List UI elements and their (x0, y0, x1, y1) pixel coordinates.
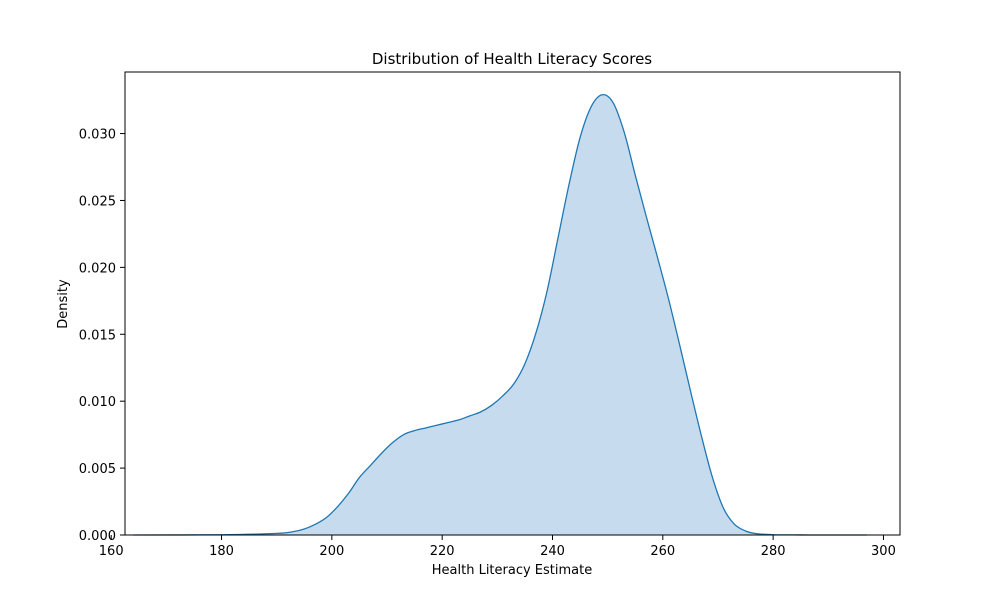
x-axis-ticks: 160 180 200 220 240 260 280 300 (99, 535, 896, 559)
x-axis-label: Health Literacy Estimate (432, 563, 592, 578)
y-tick-label: 0.015 (79, 328, 116, 343)
x-tick-label: 260 (650, 544, 675, 559)
x-tick-label: 160 (99, 544, 124, 559)
plot-area (133, 93, 867, 536)
y-tick-label: 0.020 (79, 261, 116, 276)
x-tick-label: 200 (319, 544, 344, 559)
y-tick-label: 0.025 (79, 194, 116, 209)
y-tick-label: 0.000 (79, 529, 116, 544)
y-tick-label: 0.030 (79, 128, 116, 143)
y-tick-label: 0.005 (79, 462, 116, 477)
x-tick-label: 240 (540, 544, 565, 559)
x-tick-label: 220 (430, 544, 455, 559)
chart-title: Distribution of Health Literacy Scores (372, 50, 652, 68)
density-curve-line (133, 93, 867, 536)
x-tick-label: 280 (761, 544, 786, 559)
y-tick-label: 0.010 (79, 395, 116, 410)
y-axis-ticks: 0.000 0.005 0.010 0.015 0.020 0.025 0.030 (79, 128, 125, 544)
x-tick-label: 300 (871, 544, 896, 559)
density-area-fill (133, 94, 867, 536)
axes-frame (124, 71, 901, 536)
y-axis-label: Density (56, 279, 71, 329)
x-tick-label: 180 (209, 544, 234, 559)
